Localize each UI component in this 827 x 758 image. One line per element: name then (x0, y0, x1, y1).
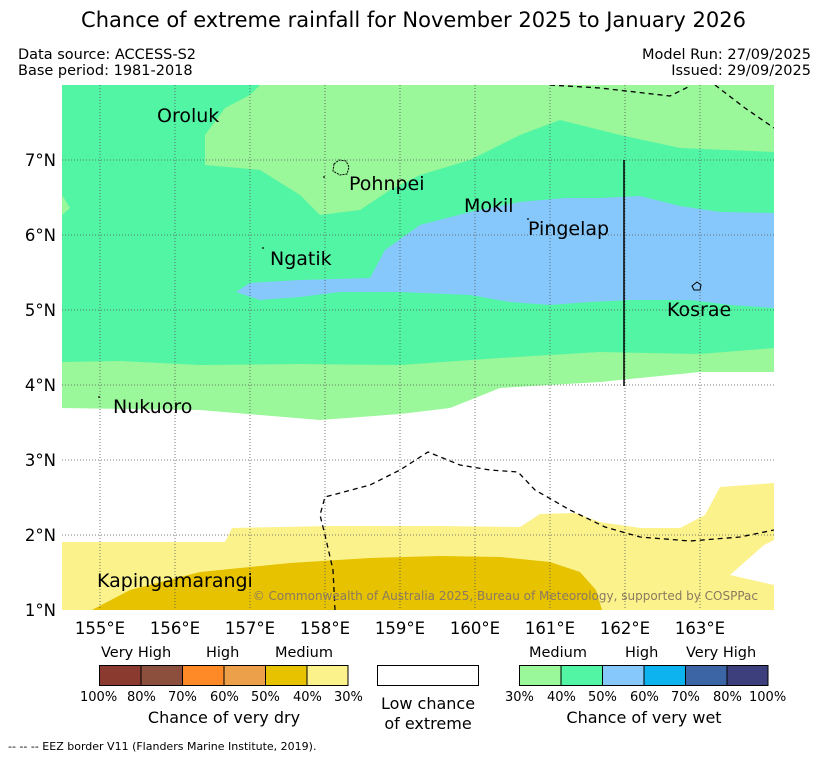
meta-left: Data source: ACCESS-S2 Base period: 1981… (18, 47, 196, 79)
dry-medium-region (92, 556, 602, 610)
wet-tick-label: 60% (630, 690, 659, 705)
lat-label: 6°N (25, 226, 56, 245)
meta-right: Model Run: 27/09/2025 Issued: 29/09/2025 (642, 47, 811, 79)
wet-tick-label: 70% (671, 690, 700, 705)
dry-tick-label: 80% (127, 690, 156, 705)
dry-swatch (99, 665, 142, 686)
lat-label: 3°N (25, 451, 56, 470)
lon-label: 156°E (150, 619, 200, 638)
wet-tick-label: 50% (588, 690, 617, 705)
lat-label: 2°N (25, 526, 56, 545)
dry-category-high: High (206, 645, 240, 661)
wet-high-region (236, 196, 774, 308)
lon-label: 160°E (450, 619, 500, 638)
wet-swatch (519, 665, 562, 686)
pohnpei-island (332, 159, 350, 176)
chart-title: Chance of extreme rainfall for November … (81, 8, 746, 32)
place-label-pohnpei: Pohnpei (349, 173, 425, 195)
rainfall-map: © Commonwealth of Australia 2025, Bureau… (25, 85, 774, 638)
eez-footer-note: -- -- -- EEZ border V11 (Flanders Marine… (8, 740, 317, 753)
dry-swatch (140, 665, 183, 686)
dry-tick-label: 70% (168, 690, 197, 705)
neutral-swatch-box (377, 665, 479, 686)
dry-swatch (182, 665, 225, 686)
island-marker (262, 247, 264, 249)
dry-swatch (306, 665, 349, 686)
neutral-caption-line1: Low chance (380, 694, 476, 713)
data-source: Data source: ACCESS-S2 (18, 47, 197, 63)
place-label-pingelap: Pingelap (528, 218, 609, 240)
wet-category-medium: Medium (529, 645, 587, 661)
neutral-swatch (377, 665, 479, 686)
lon-label: 155°E (75, 619, 125, 638)
dry-category-very-high: Very High (101, 645, 172, 661)
place-label-kapingamarangi: Kapingamarangi (97, 570, 253, 592)
place-label-kosrae: Kosrae (667, 299, 731, 321)
model-run: Model Run: 27/09/2025 (641, 47, 811, 63)
lon-label: 159°E (375, 619, 425, 638)
wet-category-very-high: Very High (686, 645, 757, 661)
wet-swatch (602, 665, 645, 686)
lat-label: 5°N (25, 301, 56, 320)
wet-swatch (643, 665, 686, 686)
kosrae-island (691, 281, 702, 291)
neutral-caption-line2: of extreme (384, 714, 472, 733)
lon-label: 163°E (675, 619, 725, 638)
wet-tick-label: 40% (547, 690, 576, 705)
dry-tick-label: 100% (80, 690, 118, 705)
dry-tick-label: 30% (334, 690, 363, 705)
issued-date: Issued: 29/09/2025 (671, 63, 811, 79)
grid-lines (62, 85, 774, 610)
place-label-nukuoro: Nukuoro (113, 396, 192, 418)
base-period: Base period: 1981-2018 (18, 63, 193, 79)
island-marker (323, 176, 325, 178)
dry-tick-label: 50% (251, 690, 280, 705)
dry-swatch (223, 665, 266, 686)
lon-label: 161°E (525, 619, 575, 638)
neutral-caption: Low chance of extreme (370, 694, 486, 734)
dry-category-medium: Medium (275, 645, 333, 661)
dry-tick-label: 60% (210, 690, 239, 705)
copyright-text: © Commonwealth of Australia 2025, Bureau… (253, 589, 758, 603)
wet-tick-label: 100% (749, 690, 787, 705)
place-label-oroluk: Oroluk (157, 105, 219, 127)
lon-label: 157°E (225, 619, 275, 638)
wet-category-high: High (625, 645, 659, 661)
dry-tick-label: 40% (293, 690, 322, 705)
eez-border (319, 85, 774, 610)
wet-swatch (560, 665, 603, 686)
dry-colorbar (99, 665, 349, 686)
lat-label: 1°N (25, 601, 56, 620)
wet-caption: Chance of very wet (566, 708, 722, 727)
dry-caption: Chance of very dry (147, 708, 301, 727)
lat-label: 7°N (25, 151, 56, 170)
lat-label: 4°N (25, 376, 56, 395)
place-label-mokil: Mokil (464, 195, 514, 217)
wet-colorbar (519, 665, 769, 686)
lon-label: 162°E (600, 619, 650, 638)
wet-tick-label: 80% (713, 690, 742, 705)
island-marker (98, 396, 100, 398)
wet-tick-label: 30% (505, 690, 534, 705)
island-marker (527, 218, 529, 220)
lon-label: 158°E (300, 619, 350, 638)
place-label-ngatik: Ngatik (270, 248, 332, 270)
wet-swatch (685, 665, 728, 686)
wet-swatch (726, 665, 769, 686)
dry-swatch (265, 665, 308, 686)
